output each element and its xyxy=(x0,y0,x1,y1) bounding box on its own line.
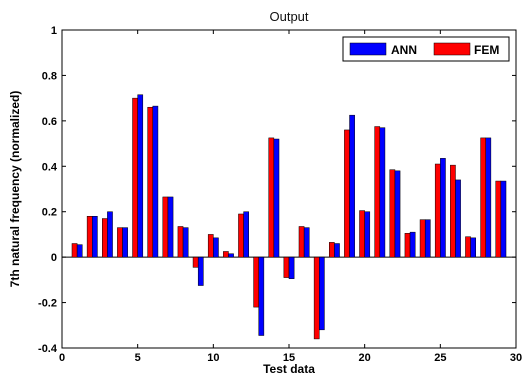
bar-ann-24 xyxy=(424,219,431,258)
y-tick-label: -0.4 xyxy=(38,343,58,355)
bar-fem-11 xyxy=(223,251,229,258)
bar-fem-23 xyxy=(404,233,411,258)
bar-ann-17 xyxy=(319,256,325,331)
y-tick-label: 0.2 xyxy=(42,207,57,219)
bar-ann-11 xyxy=(228,253,234,258)
x-tick-label: 30 xyxy=(510,352,522,364)
bar-ann-1 xyxy=(76,244,83,258)
y-tick-label: -0.2 xyxy=(38,298,57,310)
x-tick-label: 10 xyxy=(207,352,219,364)
chart-title: Output xyxy=(269,9,308,24)
bar-fem-9 xyxy=(192,256,199,268)
bar-ann-27 xyxy=(470,237,476,258)
legend-label-ann: ANN xyxy=(391,43,417,57)
x-tick-label: 0 xyxy=(59,352,65,364)
bar-ann-22 xyxy=(394,170,401,258)
bar-fem-17 xyxy=(313,256,320,340)
y-tick-label: 0.8 xyxy=(42,70,57,82)
bar-ann-28 xyxy=(485,137,492,258)
bar-ann-16 xyxy=(303,227,310,258)
bar-fem-7 xyxy=(162,196,169,258)
x-tick-label: 15 xyxy=(283,352,295,364)
bar-fem-5 xyxy=(132,97,138,258)
bar-fem-1 xyxy=(71,243,78,258)
bar-ann-3 xyxy=(107,211,113,258)
y-tick-label: 0 xyxy=(51,252,57,264)
bar-ann-12 xyxy=(243,211,249,258)
bar-fem-10 xyxy=(207,234,214,258)
bar-ann-10 xyxy=(213,237,219,258)
bar-fem-15 xyxy=(283,256,290,278)
x-axis-label: Test data xyxy=(263,362,315,376)
bars-group xyxy=(71,94,507,340)
bar-fem-4 xyxy=(117,227,123,258)
bar-fem-29 xyxy=(495,180,502,258)
x-tick-label: 5 xyxy=(135,352,141,364)
bar-ann-23 xyxy=(409,231,416,258)
bar-ann-6 xyxy=(152,105,159,258)
bar-fem-20 xyxy=(359,210,365,258)
bar-fem-14 xyxy=(268,137,275,258)
bar-ann-26 xyxy=(455,179,461,258)
bar-fem-18 xyxy=(329,242,335,258)
bar-ann-5 xyxy=(137,94,144,258)
y-tick-label: 0.4 xyxy=(42,161,58,173)
bar-fem-27 xyxy=(465,236,471,258)
bar-ann-25 xyxy=(440,158,446,258)
bar-ann-9 xyxy=(197,256,204,286)
bar-fem-24 xyxy=(419,219,426,258)
y-tick-label: 0.6 xyxy=(42,116,57,128)
legend-label-fem: FEM xyxy=(474,43,499,57)
legend-swatch-fem xyxy=(433,42,471,56)
bar-fem-3 xyxy=(102,218,108,258)
bar-ann-15 xyxy=(288,256,295,279)
bar-fem-13 xyxy=(253,256,259,308)
bar-fem-19 xyxy=(344,129,350,258)
bar-fem-21 xyxy=(374,126,381,258)
bar-fem-6 xyxy=(147,106,154,258)
bar-fem-16 xyxy=(298,226,305,258)
bar-ann-18 xyxy=(334,243,340,258)
bar-fem-26 xyxy=(450,164,456,258)
bar-ann-21 xyxy=(379,127,386,258)
bar-ann-7 xyxy=(167,196,174,258)
bar-ann-29 xyxy=(500,180,507,258)
axis-ticks: 0 5 10 15 20 25 30 -0.4 -0.2 0 0.2 0.4 0.6 0.8 1 xyxy=(38,25,522,364)
bar-fem-8 xyxy=(177,226,184,258)
bar-ann-4 xyxy=(122,227,128,258)
x-tick-label: 25 xyxy=(434,352,446,364)
bar-fem-2 xyxy=(86,216,93,258)
bar-ann-19 xyxy=(349,114,355,258)
bar-ann-13 xyxy=(258,256,265,336)
plot-area xyxy=(61,29,517,349)
bar-fem-22 xyxy=(389,169,396,258)
bar-ann-2 xyxy=(92,216,98,258)
legend-swatch-ann xyxy=(349,42,387,56)
y-axis-label: 7th natural frequency (normalized) xyxy=(8,91,22,288)
legend: ANN FEM xyxy=(342,36,510,62)
bar-fem-12 xyxy=(238,213,244,258)
bar-ann-8 xyxy=(182,227,189,258)
x-tick-label: 20 xyxy=(359,352,371,364)
bar-ann-14 xyxy=(273,138,280,258)
bar-ann-20 xyxy=(364,211,371,258)
y-tick-label: 1 xyxy=(51,25,57,37)
bar-fem-28 xyxy=(480,137,486,258)
bar-fem-25 xyxy=(434,163,441,258)
